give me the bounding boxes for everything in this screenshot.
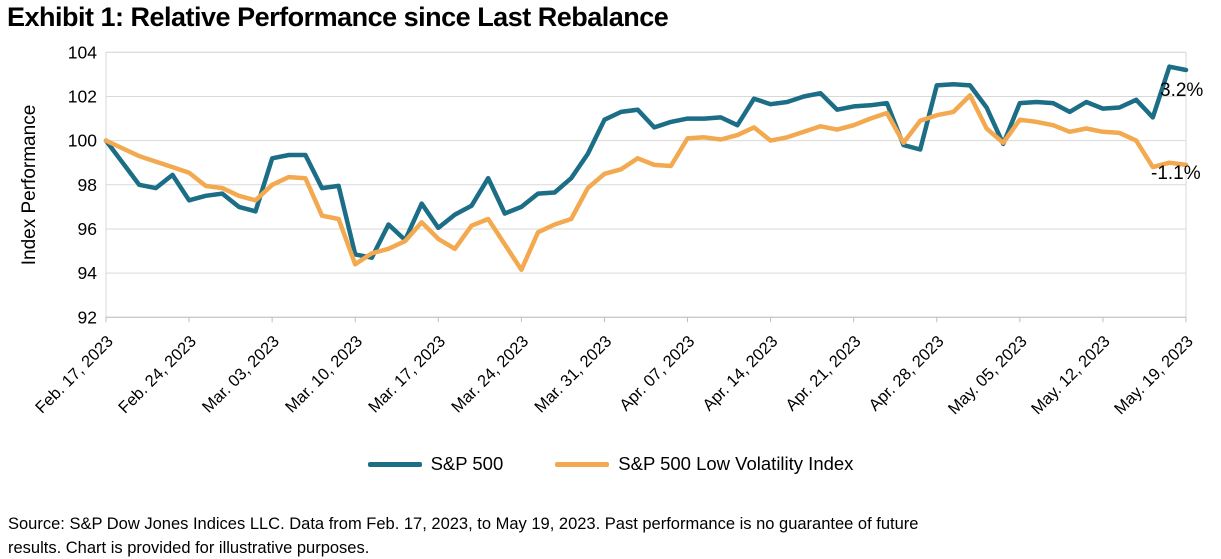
series-line-s-p-500-low-volatility-index bbox=[103, 93, 1189, 273]
x-tick-label: May. 05, 2023 bbox=[945, 332, 1031, 418]
y-tick-label: 104 bbox=[68, 42, 97, 62]
x-tick-label: Feb. 24, 2023 bbox=[115, 332, 200, 417]
chart-title: Exhibit 1: Relative Performance since La… bbox=[7, 2, 669, 32]
legend-label-sp500: S&P 500 bbox=[430, 453, 504, 474]
source-note-line2: results. Chart is provided for illustrat… bbox=[8, 539, 370, 557]
annotation-sp500-return: 3.2% bbox=[1160, 80, 1204, 101]
lowvol-line-swatch-icon bbox=[555, 461, 610, 467]
legend-label-lowvol: S&P 500 Low Volatility Index bbox=[618, 453, 854, 474]
annotation-lowvol-return: -1.1% bbox=[1151, 163, 1201, 184]
legend: S&P 500 S&P 500 Low Volatility Index bbox=[0, 453, 1221, 475]
y-tick-label: 102 bbox=[68, 86, 97, 106]
x-tick-label: Apr. 07, 2023 bbox=[616, 332, 698, 414]
x-tick-label: May. 19, 2023 bbox=[1111, 332, 1197, 418]
x-tick-label: Mar. 03, 2023 bbox=[199, 332, 283, 416]
x-tick-label: Apr. 21, 2023 bbox=[782, 332, 864, 414]
x-tick-label: Mar. 17, 2023 bbox=[365, 332, 449, 416]
y-tick-label: 96 bbox=[78, 219, 97, 239]
x-tick-label: Mar. 24, 2023 bbox=[448, 332, 532, 416]
y-tick-label: 100 bbox=[68, 131, 97, 151]
x-tick-label: Mar. 10, 2023 bbox=[282, 332, 366, 416]
source-note: Source: S&P Dow Jones Indices LLC. Data … bbox=[8, 512, 918, 559]
x-tick-label: Feb. 17, 2023 bbox=[32, 332, 117, 417]
legend-item-sp500: S&P 500 bbox=[367, 453, 504, 475]
source-note-line1: Source: S&P Dow Jones Indices LLC. Data … bbox=[8, 515, 919, 533]
x-tick-label: Apr. 28, 2023 bbox=[865, 332, 947, 414]
y-tick-label: 92 bbox=[78, 307, 97, 327]
y-tick-label: 94 bbox=[78, 263, 98, 283]
x-tick-label: Apr. 14, 2023 bbox=[699, 332, 781, 414]
legend-item-lowvol: S&P 500 Low Volatility Index bbox=[555, 453, 853, 475]
x-tick-label: May. 12, 2023 bbox=[1028, 332, 1114, 418]
y-tick-label: 98 bbox=[78, 175, 97, 195]
x-tick-label: Mar. 31, 2023 bbox=[531, 332, 615, 416]
sp500-line-swatch-icon bbox=[367, 461, 422, 467]
